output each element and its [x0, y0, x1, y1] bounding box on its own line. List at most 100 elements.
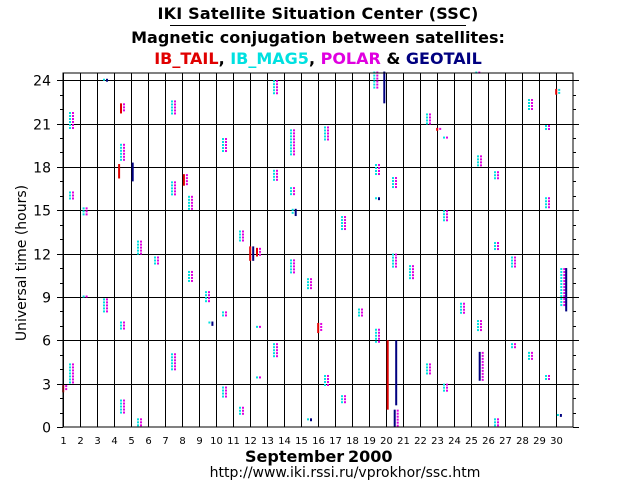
mark-polar [327, 132, 329, 135]
mark-polar [72, 381, 74, 384]
mark-polar [276, 352, 278, 355]
mark-polar [174, 184, 176, 187]
mark-polar [123, 408, 125, 411]
mark-polar [259, 376, 261, 379]
conjunction-37 [273, 343, 278, 358]
mark-ib-mag5 [560, 301, 563, 304]
mark-polar [174, 112, 176, 115]
mark-polar [225, 141, 227, 144]
mark-polar [191, 273, 193, 276]
mark-polar [174, 362, 176, 365]
mark-polar [123, 146, 125, 149]
mark-ib-mag5 [171, 359, 173, 362]
mark-ib-mag5 [171, 187, 173, 190]
mark-ib-mag5 [426, 113, 428, 116]
mark-polar [123, 158, 125, 161]
mark-ib-mag5 [560, 283, 563, 286]
mark-ib-mag5 [171, 109, 173, 112]
x-tick-label: 19 [363, 436, 376, 447]
mark-polar [293, 153, 295, 156]
mark-polar [293, 144, 295, 147]
conjunction-62 [426, 363, 431, 375]
mark-ib-mag5 [560, 289, 563, 292]
mark-ib-mag5 [69, 197, 71, 200]
mark-ib_tail [317, 322, 320, 334]
mark-ib-mag5 [341, 216, 343, 219]
mark-polar [293, 268, 295, 271]
mark-polar [174, 109, 176, 112]
mark-ib-mag5 [120, 152, 122, 155]
mark-polar [123, 324, 125, 327]
mark-polar [310, 281, 312, 284]
mark-ib-mag5 [528, 105, 530, 108]
mark-polar [259, 247, 261, 250]
mark-polar [378, 170, 380, 173]
mark-ib-mag5 [222, 147, 224, 150]
mark-ib-mag5 [375, 337, 377, 340]
title-underline [170, 25, 466, 26]
mark-ib-mag5 [120, 321, 122, 324]
mark-polar [320, 328, 323, 331]
x-tick-label: 10 [210, 436, 223, 447]
mark-ib-mag5 [477, 161, 479, 164]
mark-polar [481, 378, 484, 381]
mark-ib-mag5 [511, 256, 513, 259]
conjunction-11 [120, 143, 125, 161]
conjunction-78 [528, 351, 533, 360]
mark-ib-mag5 [137, 421, 139, 424]
y-axis-label: Universal time (hours) [14, 185, 30, 341]
mark-polar [429, 122, 431, 125]
conjunction-4 [69, 112, 74, 130]
mark-polar [276, 355, 278, 358]
mark-polar [548, 374, 550, 377]
mark-ib-mag5 [188, 207, 190, 210]
mark-geotail [383, 71, 386, 104]
mark-ib-mag5 [171, 184, 173, 187]
mark-ib-mag5 [477, 164, 479, 167]
mark-polar [140, 252, 142, 255]
mark-polar [85, 213, 88, 216]
conjunction-43 [307, 418, 312, 422]
mark-polar [259, 250, 261, 253]
mark-polar [429, 116, 431, 119]
mark-polar [481, 360, 484, 363]
mark-polar [548, 128, 550, 131]
mark-ib-mag5 [494, 242, 496, 245]
mark-polar [563, 277, 566, 280]
mark-polar [276, 349, 278, 352]
x-tick-label: 30 [550, 436, 563, 447]
mark-ib-mag5 [545, 206, 547, 209]
conjunction-84 [565, 268, 568, 312]
mark-ib-mag5 [82, 295, 85, 298]
legend-item-ib-mag5: IB_MAG5 [230, 49, 309, 68]
mark-ib-mag5 [290, 190, 292, 193]
mark-polar [293, 259, 295, 262]
mark-ib-mag5 [208, 321, 211, 324]
mark-polar [481, 375, 484, 378]
mark-geotail [131, 162, 134, 182]
mark-polar [548, 200, 550, 203]
mark-ib-mag5 [545, 377, 547, 380]
mark-ib-mag5 [290, 193, 292, 196]
mark-polar [106, 310, 108, 313]
mark-polar [446, 210, 448, 213]
mark-ib-mag5 [409, 268, 411, 271]
mark-ib-mag5 [120, 143, 122, 146]
conjunction-21 [182, 174, 188, 186]
mark-ib-mag5 [511, 262, 513, 265]
mark-polar [344, 228, 346, 231]
mark-polar [276, 92, 278, 95]
mark-polar [327, 383, 329, 386]
mark-ib-mag5 [137, 418, 139, 421]
mark-polar [174, 356, 176, 359]
mark-ib-mag5 [324, 126, 326, 129]
mark-polar [242, 406, 244, 409]
x-tick-label: 27 [499, 436, 512, 447]
mark-ib-mag5 [528, 102, 530, 105]
conjunction-3 [69, 191, 74, 200]
mark-ib-mag5 [222, 392, 224, 395]
mark-ib-mag5 [511, 259, 513, 262]
mark-polar [225, 150, 227, 153]
mark-ib-mag5 [341, 395, 343, 398]
mark-ib-mag5 [69, 375, 71, 378]
